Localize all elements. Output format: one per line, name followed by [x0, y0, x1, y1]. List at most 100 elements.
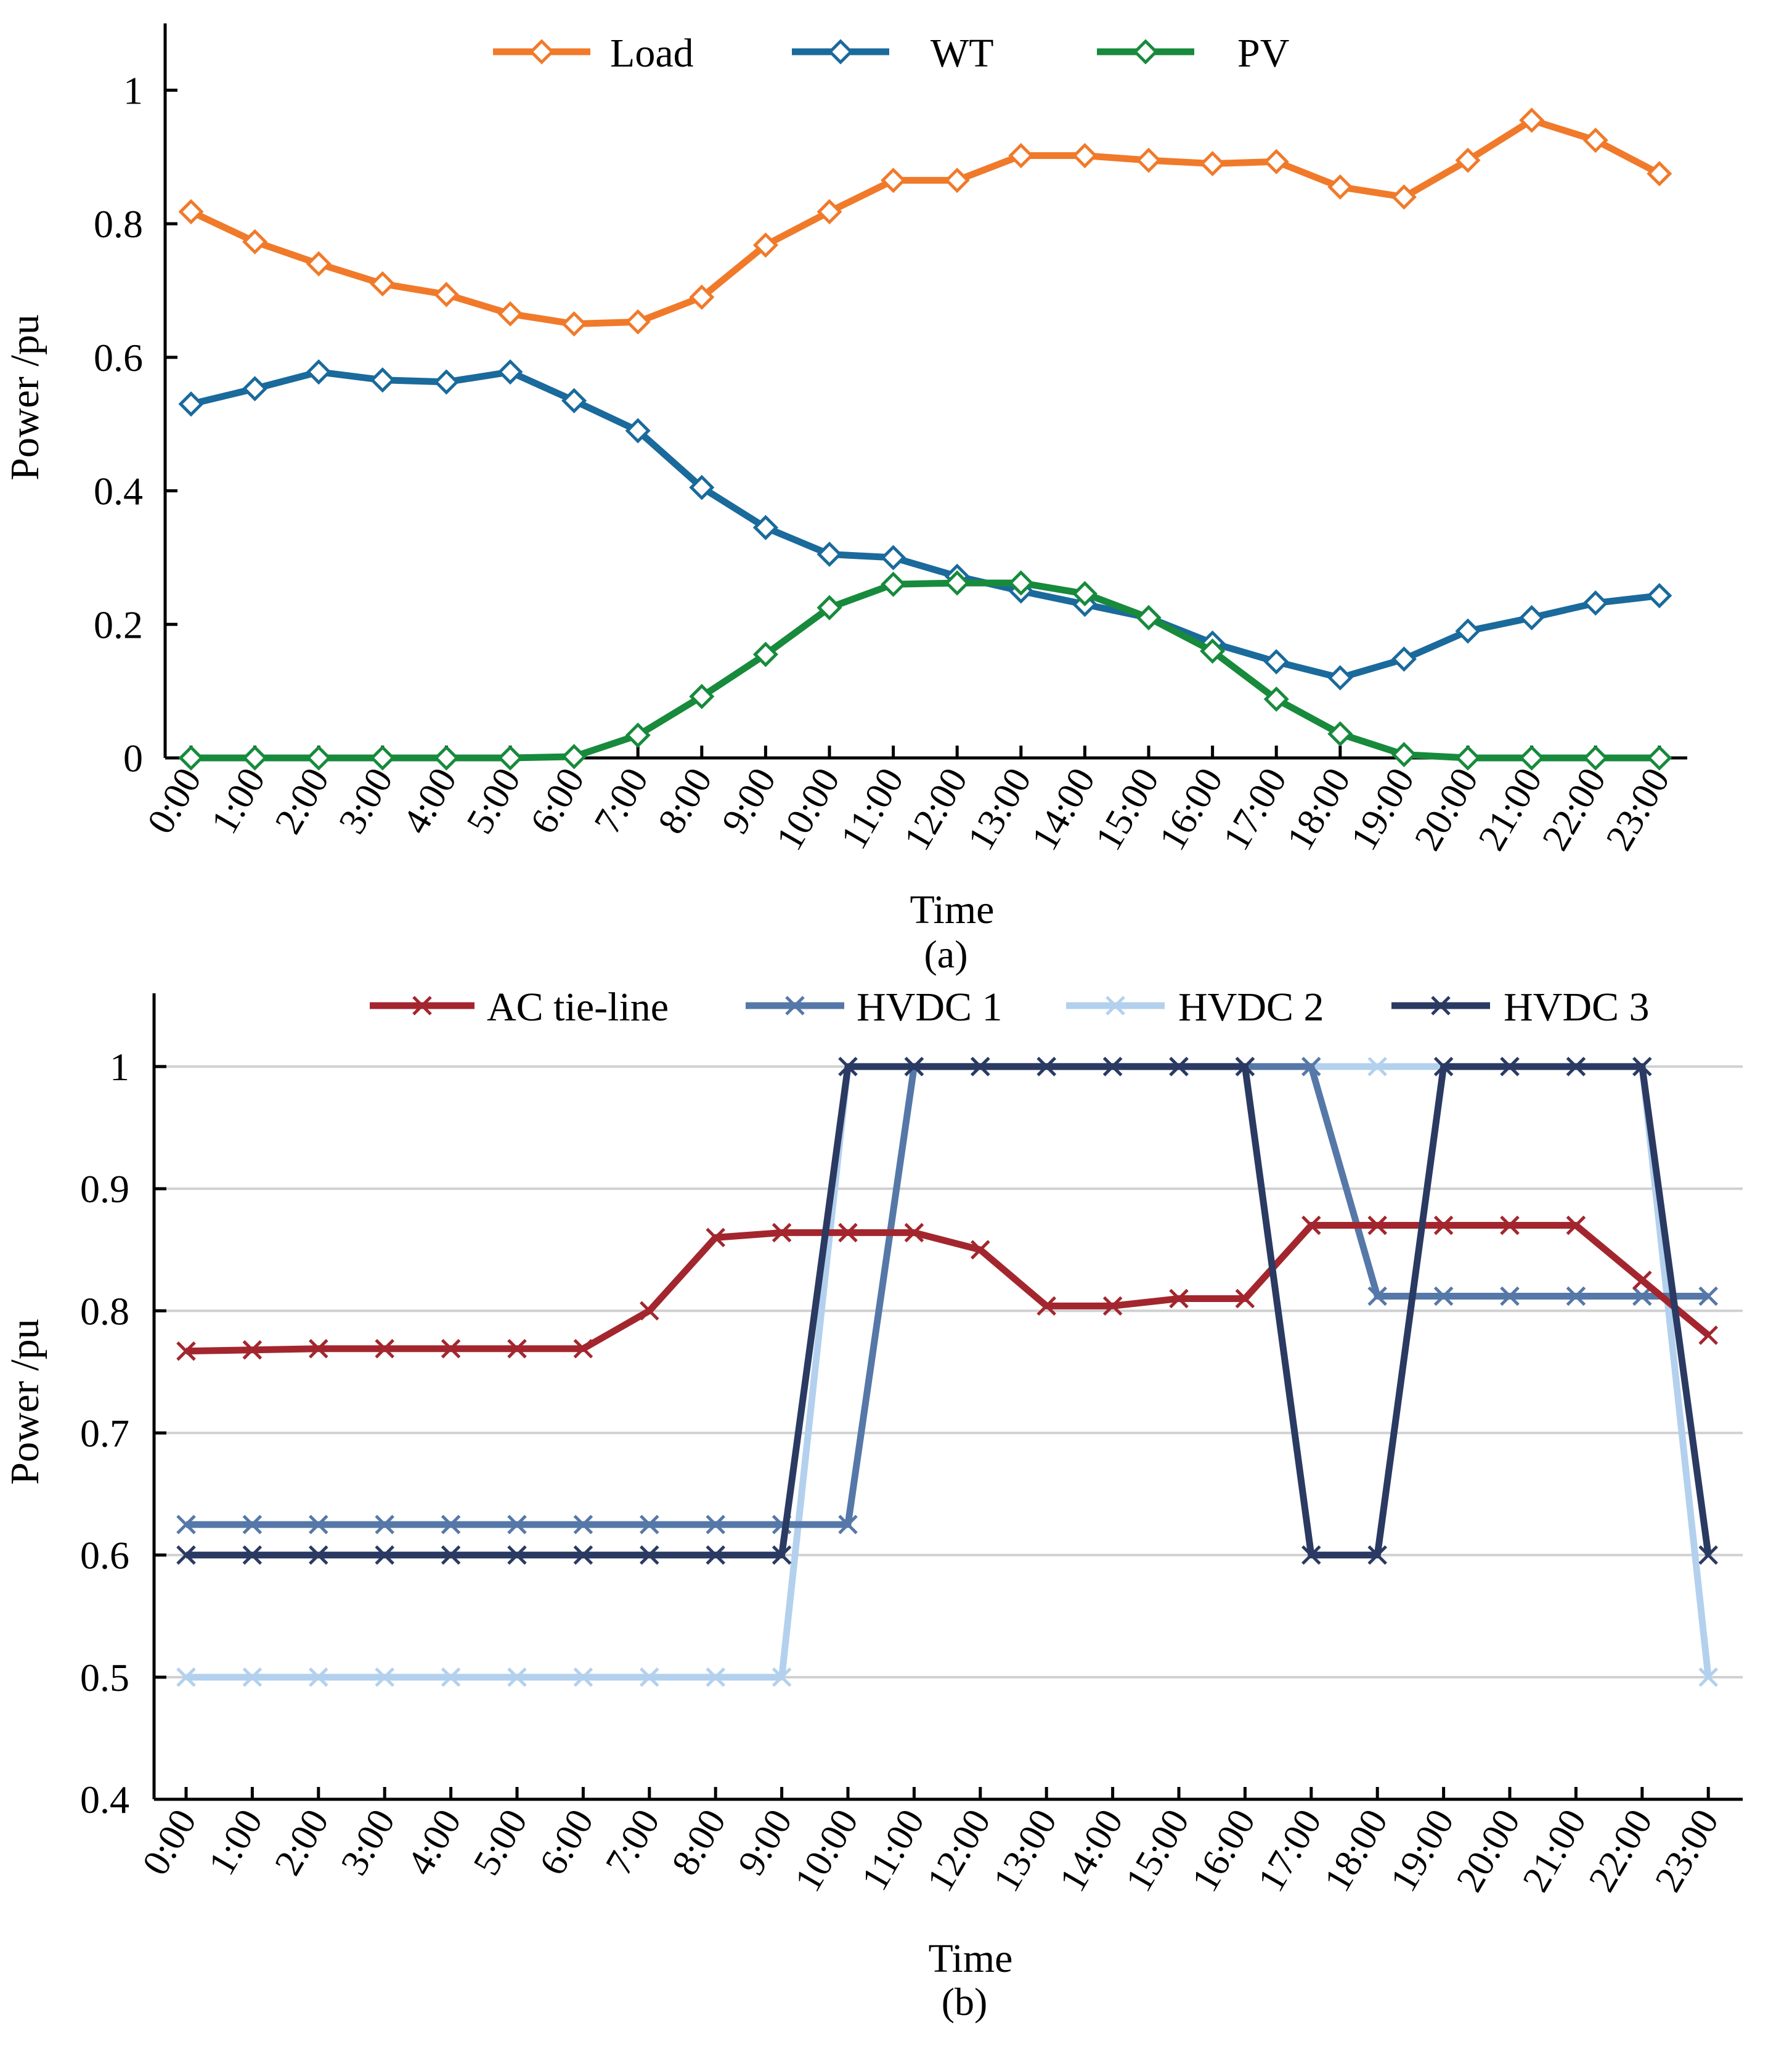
legend-label-wt: WT — [931, 31, 994, 76]
x-tick-label: 23:00 — [1598, 761, 1678, 857]
x-tick-label: 19:00 — [1343, 761, 1423, 857]
data-point-hvdc-3 — [1632, 1057, 1652, 1076]
y-tick-label: 0.6 — [80, 1534, 129, 1577]
y-tick-label: 0.8 — [80, 1289, 129, 1333]
data-point-wt — [561, 388, 587, 413]
data-point-hvdc-1 — [1433, 1286, 1454, 1306]
x-tick-label: 16:00 — [1151, 761, 1231, 857]
data-point-wt — [178, 391, 204, 417]
data-point-pv — [1391, 742, 1417, 768]
data-point-pv — [370, 745, 396, 771]
legend-label-hvdc-3: HVDC 3 — [1504, 985, 1650, 1030]
data-point-load — [881, 168, 906, 193]
x-tick-label: 0:00 — [139, 761, 210, 840]
panel-a-xlabel: Time — [910, 887, 995, 932]
x-tick-label: 17:00 — [1250, 1802, 1330, 1898]
data-point-hvdc-2 — [507, 1667, 527, 1687]
data-point-pv — [1136, 604, 1162, 630]
x-tick-label: 6:00 — [532, 1802, 602, 1882]
data-point-hvdc-3 — [242, 1545, 263, 1565]
legend-item-wt: WT — [792, 31, 994, 76]
data-point-load — [433, 282, 459, 307]
data-point-hvdc-1 — [640, 1515, 659, 1534]
data-point-ac-tie-line — [640, 1301, 659, 1321]
data-point-hvdc-3 — [375, 1545, 394, 1565]
legend-label-hvdc-2: HVDC 2 — [1178, 985, 1324, 1030]
legend-marker-load — [529, 39, 555, 65]
data-point-hvdc-3 — [1367, 1545, 1387, 1565]
data-point-hvdc-2 — [441, 1667, 461, 1687]
x-tick-label: 1:00 — [203, 761, 274, 840]
y-tick-label: 0.2 — [94, 603, 143, 646]
data-point-hvdc-1 — [375, 1515, 394, 1534]
data-point-pv — [881, 571, 906, 597]
x-tick-label: 5:00 — [458, 761, 529, 840]
data-point-hvdc-3 — [904, 1057, 924, 1076]
series-ac-tie-line — [176, 1215, 1718, 1361]
data-point-load — [1582, 128, 1608, 153]
data-point-hvdc-1 — [309, 1515, 328, 1534]
series-line-ac-tie-line — [185, 1222, 1711, 1355]
x-tick-label: 8:00 — [664, 1802, 734, 1882]
data-point-wt — [1582, 590, 1608, 616]
data-point-hvdc-3 — [1102, 1057, 1123, 1076]
data-point-ac-tie-line — [309, 1338, 328, 1359]
data-point-hvdc-1 — [1500, 1286, 1520, 1306]
series-line-hvdc-3 — [186, 1063, 1712, 1559]
x-tick-label: 5:00 — [465, 1802, 536, 1882]
data-point-load — [1519, 107, 1545, 133]
x-tick-label: 18:00 — [1279, 761, 1359, 857]
data-point-hvdc-1 — [1566, 1286, 1586, 1306]
data-point-pv — [944, 570, 970, 596]
x-tick-label: 12:00 — [919, 1802, 999, 1898]
data-point-wt — [625, 418, 651, 444]
data-point-hvdc-3 — [176, 1545, 196, 1565]
data-point-ac-tie-line — [573, 1338, 593, 1359]
data-point-hvdc-2 — [309, 1667, 328, 1687]
x-tick-label: 2:00 — [267, 761, 337, 840]
data-point-wt — [1647, 583, 1672, 609]
data-point-load — [1327, 174, 1353, 200]
data-point-hvdc-1 — [441, 1515, 461, 1534]
data-point-wt — [1263, 649, 1289, 675]
x-tick-label: 1:00 — [201, 1802, 271, 1882]
data-point-hvdc-2 — [375, 1667, 394, 1687]
x-tick-label: 21:00 — [1515, 1802, 1595, 1898]
series-hvdc-2 — [176, 1057, 1718, 1687]
data-point-hvdc-1 — [706, 1515, 725, 1534]
data-point-hvdc-1 — [1698, 1286, 1718, 1306]
data-point-ac-tie-line — [1433, 1215, 1454, 1235]
y-tick-label: 0.4 — [80, 1778, 129, 1821]
data-point-load — [1391, 184, 1417, 210]
legend-item-hvdc-3: HVDC 3 — [1391, 985, 1650, 1030]
panel-b-caption: (b) — [942, 1980, 988, 2024]
data-point-pv — [625, 722, 651, 748]
data-point-load — [242, 229, 268, 254]
data-point-load — [178, 199, 204, 225]
data-point-hvdc-2 — [640, 1667, 659, 1687]
series-line-hvdc-2 — [186, 1063, 1712, 1681]
data-point-hvdc-1 — [1301, 1057, 1321, 1076]
x-tick-label: 9:00 — [730, 1802, 800, 1882]
x-tick-label: 13:00 — [959, 761, 1040, 857]
data-point-pv — [1200, 638, 1226, 664]
x-tick-label: 4:00 — [395, 761, 465, 840]
legend-label-hvdc-1: HVDC 1 — [857, 985, 1003, 1030]
data-point-hvdc-1 — [1632, 1286, 1652, 1306]
data-point-load — [1647, 161, 1672, 187]
data-point-load — [1008, 143, 1034, 169]
data-point-load — [625, 309, 651, 335]
data-point-hvdc-2 — [772, 1667, 792, 1687]
data-point-pv — [1327, 721, 1353, 747]
series-line-pv — [191, 579, 1660, 762]
data-point-hvdc-3 — [1235, 1057, 1255, 1076]
data-point-load — [1136, 147, 1162, 173]
data-point-pv — [689, 683, 715, 709]
data-point-wt — [306, 359, 332, 385]
data-point-ac-tie-line — [1367, 1215, 1387, 1235]
data-point-load — [370, 271, 396, 297]
y-tick-label: 0.5 — [80, 1656, 129, 1699]
data-point-wt — [497, 359, 523, 385]
data-point-wt — [881, 545, 906, 571]
